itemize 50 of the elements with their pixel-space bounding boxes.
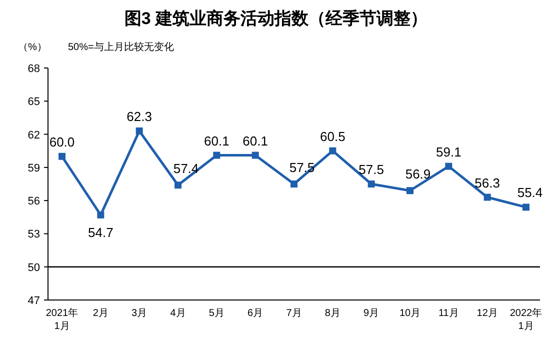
data-label: 56.3 xyxy=(474,175,500,190)
x-tick-label: 2022年 1月 xyxy=(510,307,542,332)
text: 50%=与上月比较无变化 xyxy=(68,41,174,53)
x-tick-label: 8月 xyxy=(324,308,340,319)
x-tick-label: 12月 xyxy=(476,308,498,319)
x-tick-label: 9月 xyxy=(364,308,380,319)
x-tick-label: 4月 xyxy=(170,308,186,319)
point xyxy=(484,194,491,201)
y-tick-label: 59 xyxy=(28,162,40,174)
point xyxy=(445,162,452,170)
x-tick-label: 11月 xyxy=(438,308,459,319)
point xyxy=(58,152,66,160)
data-label: 59.1 xyxy=(436,144,462,160)
x-tick-label: 2月 xyxy=(92,308,108,319)
data-label: 56.9 xyxy=(405,166,431,182)
x-tick-label: 10月 xyxy=(399,308,421,319)
point xyxy=(136,127,143,134)
x-tick-label: 5月 xyxy=(208,308,224,319)
chart-title: 图3 建筑业商务活动指数（经季节调整） xyxy=(124,9,428,28)
y-tick-label: 65 xyxy=(28,96,40,108)
x-tick-label: 3月 xyxy=(132,308,148,319)
data-label: 62.3 xyxy=(126,108,152,124)
data-label: 57.4 xyxy=(173,161,199,176)
x-tick-label: 6月 xyxy=(248,308,264,319)
x-tick-label: 2021年 1月 xyxy=(46,307,78,332)
y-tick-label: 47 xyxy=(28,295,40,307)
point xyxy=(290,180,298,188)
point xyxy=(406,187,414,194)
point xyxy=(174,182,182,189)
y-tick-label: 53 xyxy=(28,228,40,241)
x-tick-label: 7月 xyxy=(286,308,302,319)
point xyxy=(522,204,530,211)
y-tick-label: 68 xyxy=(28,63,40,75)
point xyxy=(329,147,336,154)
y-tick-label: 50 xyxy=(28,262,40,274)
data-label: 60.1 xyxy=(204,133,230,148)
y-axis-title: （%） xyxy=(18,42,47,53)
data-label: 57.5 xyxy=(358,162,384,177)
data-label: 55.4 xyxy=(517,185,543,200)
point xyxy=(252,152,259,159)
y-tick-label: 56 xyxy=(28,196,40,208)
data-label: 60.5 xyxy=(320,128,346,144)
data-label: 60.0 xyxy=(49,134,75,150)
point xyxy=(97,211,104,218)
y-tick-label: 62 xyxy=(28,129,40,142)
point xyxy=(213,152,220,159)
point xyxy=(368,180,375,188)
data-label: 57.5 xyxy=(289,160,315,175)
data-label: 60.1 xyxy=(242,133,268,148)
data-label: 54.7 xyxy=(88,224,114,240)
